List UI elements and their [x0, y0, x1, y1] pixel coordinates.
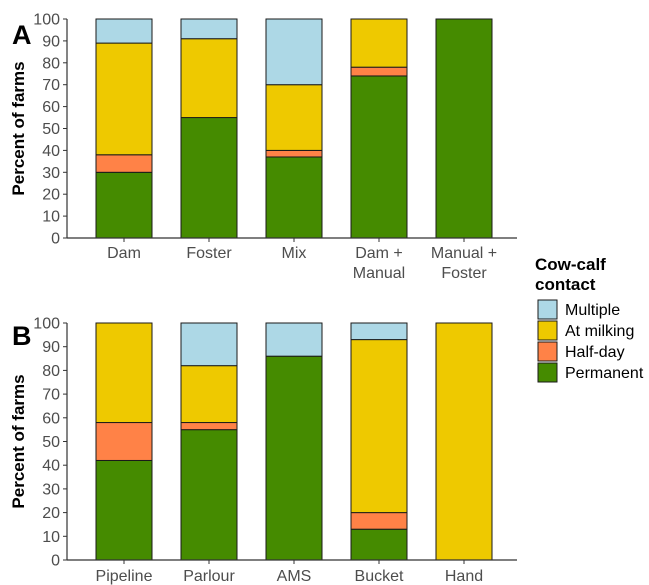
legend-swatch-permanent — [537, 362, 558, 383]
bar-segment-permanent — [265, 355, 323, 561]
bar-segment-permanent — [350, 75, 408, 239]
x-tick-label: Hand — [445, 568, 483, 585]
legend: Cow-calf contact Multiple At milking Half-… — [535, 255, 644, 383]
panel-label-b: B — [12, 321, 32, 351]
y-tick-label: 90 — [42, 33, 60, 50]
bar-segment-at-milking — [95, 322, 153, 424]
legend-label: Half-day — [565, 344, 625, 361]
legend-swatch-multiple — [537, 299, 558, 320]
y-axis-label-a: Percent of farms — [9, 61, 28, 195]
bar-segment-at-milking — [180, 38, 238, 119]
panel-label-a: A — [12, 20, 32, 50]
y-tick-label: 90 — [42, 339, 60, 356]
x-tick-label: Dam + Manual — [353, 245, 405, 282]
bar-segment-at-milking — [265, 84, 323, 151]
y-tick-label: 40 — [42, 458, 60, 475]
bar-segment-half-day — [265, 149, 323, 158]
bar-segment-permanent — [180, 117, 238, 239]
bar-segment-half-day — [350, 512, 408, 530]
legend-label: At milking — [565, 323, 634, 340]
x-tick-label: Parlour — [183, 568, 235, 585]
y-tick-label: 10 — [42, 529, 60, 546]
bar-segment-half-day — [350, 66, 408, 77]
bar-segment-at-milking — [180, 365, 238, 424]
panel-a: A Percent of farms 0 10 20 30 40 50 60 70 80 90 100 D… — [9, 12, 517, 282]
panel-b: B Percent of farms 0 10 20 30 40 50 60 70 80 90 100 P… — [9, 316, 517, 585]
legend-label: Permanent — [565, 365, 644, 382]
bar-segment-at-milking — [95, 42, 153, 156]
y-tick-label: 60 — [42, 99, 60, 116]
bar-segment-multiple — [350, 322, 408, 341]
y-tick-label: 80 — [42, 363, 60, 380]
y-tick-label: 100 — [33, 12, 60, 29]
bar-segment-multiple — [180, 322, 238, 367]
bar-segment-half-day — [95, 154, 153, 173]
x-tick-label: Mix — [282, 245, 307, 262]
y-tick-label: 70 — [42, 77, 60, 94]
y-tick-label: 30 — [42, 481, 60, 498]
bar-segment-permanent — [95, 171, 153, 239]
bar-segment-permanent — [350, 528, 408, 561]
bar-segment-half-day — [180, 422, 238, 431]
x-tick-label: Dam — [107, 245, 141, 262]
y-tick-label: 60 — [42, 410, 60, 427]
y-tick-label: 70 — [42, 387, 60, 404]
bar-segment-multiple — [95, 18, 153, 44]
bar-segment-permanent — [95, 459, 153, 561]
y-tick-label: 0 — [51, 553, 60, 570]
bar-segment-permanent — [180, 429, 238, 561]
legend-swatch-half-day — [537, 341, 558, 362]
bar-segment-permanent — [435, 18, 493, 239]
y-tick-label: 30 — [42, 165, 60, 182]
x-tick-label: Bucket — [355, 568, 404, 585]
y-tick-label: 50 — [42, 434, 60, 451]
y-tick-label: 0 — [51, 231, 60, 248]
y-tick-label: 10 — [42, 209, 60, 226]
y-tick-label: 100 — [33, 316, 60, 333]
bar-segment-at-milking — [350, 339, 408, 514]
y-tick-label: 20 — [42, 505, 60, 522]
bar-segment-at-milking — [435, 322, 493, 561]
legend-title-line1: Cow-calf — [535, 255, 606, 274]
bar-segment-half-day — [95, 422, 153, 461]
x-tick-label: Manual + Foster — [431, 245, 497, 282]
bar-segment-multiple — [265, 18, 323, 86]
x-tick-label: Pipeline — [96, 568, 153, 585]
x-tick-label: Foster — [186, 245, 232, 262]
bar-segment-multiple — [180, 18, 238, 40]
bar-segment-at-milking — [350, 18, 408, 68]
y-axis-label-b: Percent of farms — [9, 374, 28, 508]
y-tick-label: 50 — [42, 121, 60, 138]
x-tick-label: AMS — [277, 568, 312, 585]
legend-swatch-at-milking — [537, 320, 558, 341]
bar-segment-multiple — [265, 322, 323, 357]
y-tick-label: 80 — [42, 55, 60, 72]
legend-label: Multiple — [565, 302, 620, 319]
y-tick-label: 20 — [42, 187, 60, 204]
y-tick-label: 40 — [42, 143, 60, 160]
bar-segment-permanent — [265, 156, 323, 239]
legend-title-line2: contact — [535, 275, 596, 294]
